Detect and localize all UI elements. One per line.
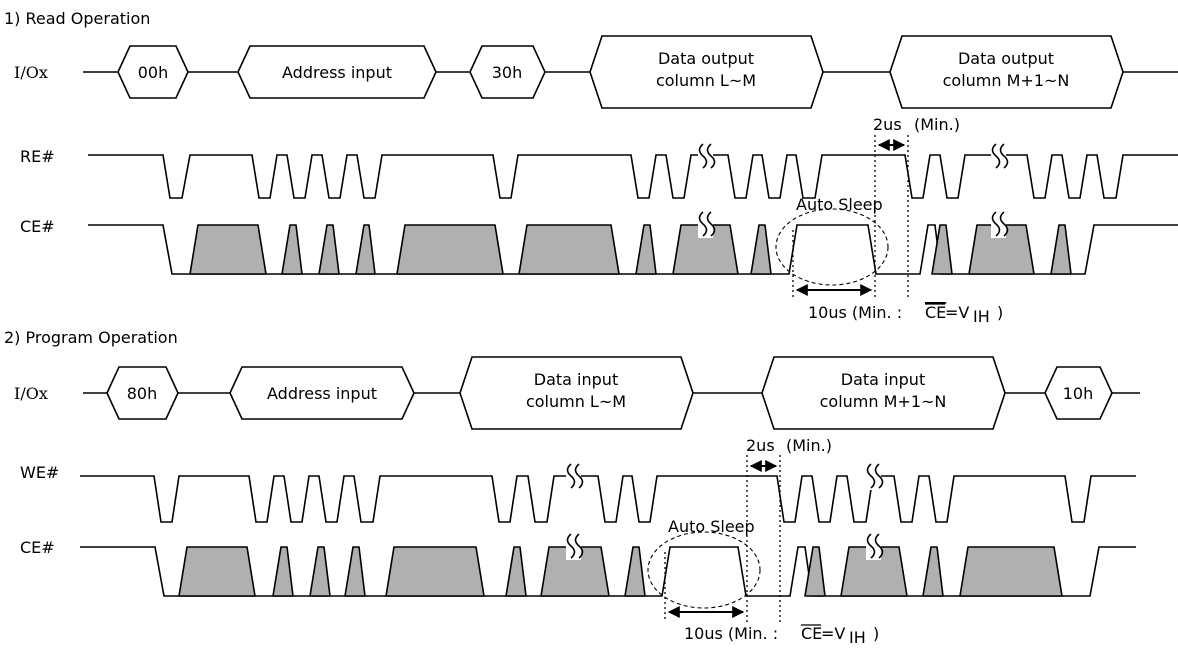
read-ce-label: CE#	[20, 217, 55, 236]
program-we-break-mark	[566, 463, 584, 490]
read-2us-label: 2us	[873, 115, 902, 134]
read-bus-data-lm	[589, 35, 824, 109]
program-eqv: =V	[821, 624, 845, 643]
read-io-address: Address input	[282, 63, 392, 82]
program-ce-label: CE#	[20, 538, 55, 557]
read-bus-30h	[469, 45, 546, 99]
read-io-30h: 30h	[492, 63, 523, 82]
program-operation-section: 2) Program Operation I/Ox 80h Address in…	[4, 328, 1140, 647]
read-10us-label: 10us (Min. :	[808, 303, 902, 322]
read-bus-data-mn	[889, 35, 1124, 109]
read-section-title: 1) Read Operation	[4, 9, 150, 28]
read-ce-bar: CE	[925, 303, 946, 322]
read-sub-ih: IH	[973, 307, 990, 326]
program-close: )	[873, 624, 879, 643]
read-eqv: =V	[945, 303, 969, 322]
read-auto-sleep-label: Auto Sleep	[796, 195, 883, 214]
program-io-label: I/Ox	[14, 384, 48, 403]
program-ce-break-mark-2	[866, 533, 884, 560]
program-section-title: 2) Program Operation	[4, 328, 178, 347]
program-io-80h: 80h	[127, 384, 158, 403]
read-bus-address	[237, 45, 437, 99]
program-bus-address	[229, 366, 415, 420]
program-bus-data-mn	[761, 356, 1006, 430]
program-io-data-2: Data input	[841, 370, 925, 389]
read-io-data-2: Data output	[958, 49, 1054, 68]
program-we-waveform	[80, 475, 1136, 523]
program-bus-80h	[106, 366, 179, 420]
program-ce-bar: CE	[801, 624, 822, 643]
read-ce-waveform	[88, 224, 1178, 275]
read-io-00h: 00h	[138, 63, 169, 82]
read-io-data-1: Data output	[658, 49, 754, 68]
program-bus-data-lm	[459, 356, 694, 430]
program-10us-label: 10us (Min. :	[684, 624, 778, 643]
program-2us-min: (Min.)	[786, 436, 832, 455]
program-2us-label: 2us	[746, 436, 775, 455]
program-auto-sleep-label: Auto Sleep	[668, 517, 755, 536]
program-io-data-1-col: column L~M	[526, 392, 626, 411]
program-io-10h: 10h	[1063, 384, 1094, 403]
read-re-break-mark-2	[991, 143, 1009, 170]
read-re-label: RE#	[20, 147, 55, 166]
read-bus-00h	[117, 45, 189, 99]
program-auto-sleep-ellipse	[647, 531, 761, 609]
read-auto-sleep-ellipse	[775, 208, 889, 286]
program-io-data-2-col: column M+1~N	[820, 392, 947, 411]
read-io-data-1-col: column L~M	[656, 71, 756, 90]
program-ce-waveform	[80, 546, 1136, 597]
read-io-bus	[83, 35, 1178, 109]
read-ce-break-mark	[698, 211, 716, 238]
read-re-waveform	[88, 154, 1178, 199]
read-operation-section: 1) Read Operation I/Ox 00h Address input…	[4, 9, 1178, 326]
program-we-break-mark-2	[866, 463, 884, 490]
program-io-bus	[83, 356, 1140, 430]
read-io-data-2-col: column M+1~N	[943, 71, 1070, 90]
program-io-address: Address input	[267, 384, 377, 403]
read-re-break-mark	[698, 143, 716, 170]
program-we-label: WE#	[20, 463, 59, 482]
read-ce-break-mark-2	[991, 211, 1009, 238]
program-bus-10h	[1044, 366, 1113, 420]
read-2us-min: (Min.)	[914, 115, 960, 134]
program-ce-break-mark	[566, 533, 584, 560]
program-sub-ih: IH	[849, 628, 866, 647]
read-close: )	[997, 303, 1003, 322]
read-io-label: I/Ox	[14, 63, 48, 82]
program-io-data-1: Data input	[534, 370, 618, 389]
